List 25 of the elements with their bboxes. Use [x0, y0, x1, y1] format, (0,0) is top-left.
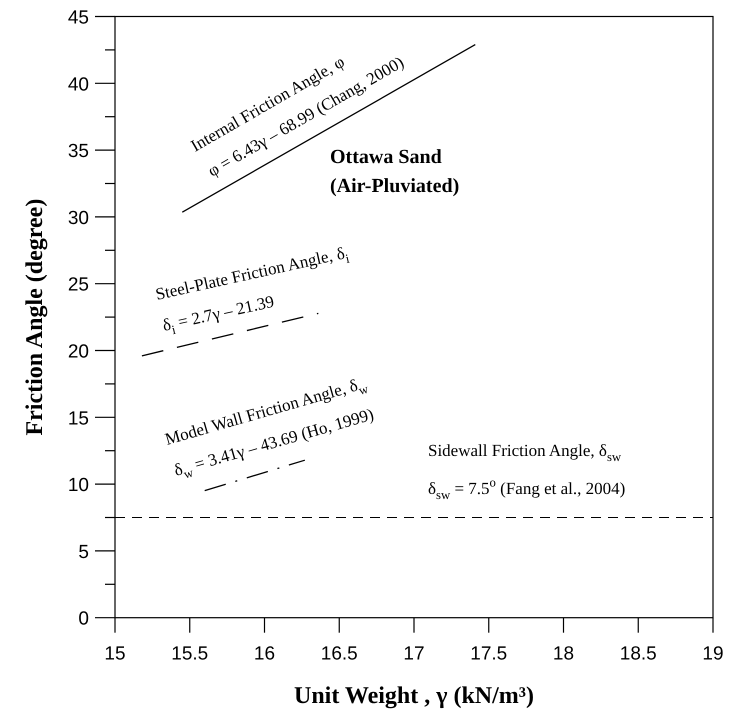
y-tick-label: 10 — [68, 475, 89, 496]
annotation: (Air-Pluviated) — [330, 175, 460, 197]
x-tick-label: 15 — [104, 644, 126, 665]
y-tick-label: 45 — [68, 8, 89, 28]
y-axis-title: Friction Angle (degree) — [22, 198, 48, 436]
y-tick-label: 5 — [78, 542, 89, 563]
y-tick-label: 35 — [68, 141, 89, 162]
x-tick-label: 17 — [403, 644, 425, 665]
x-tick-label: 18 — [552, 644, 574, 665]
annotation: Ottawa Sand — [330, 146, 442, 168]
x-tick-label: 17.5 — [470, 644, 508, 665]
y-tick-label: 0 — [78, 608, 89, 630]
y-tick-label: 15 — [68, 408, 89, 430]
x-tick-label: 15.5 — [171, 644, 208, 665]
y-tick-label: 40 — [68, 74, 89, 96]
y-tick-label: 30 — [68, 208, 89, 229]
x-tick-label: 16 — [254, 644, 276, 665]
annotation: δ$_{sw}$ = 7.5$^{o}$ (Fang et al., 2004) — [428, 475, 626, 502]
x-tick-label: 16.5 — [320, 644, 358, 665]
y-tick-label: 25 — [68, 274, 89, 296]
x-axis-title: Unit Weight , γ (kN/m³) — [294, 683, 534, 709]
x-tick-label: 18.5 — [620, 644, 657, 665]
x-tick-label: 19 — [702, 644, 724, 665]
y-tick-label: 20 — [68, 342, 89, 362]
annotation: Sidewall Friction Angle, δ$_{sw}$ — [428, 441, 622, 464]
